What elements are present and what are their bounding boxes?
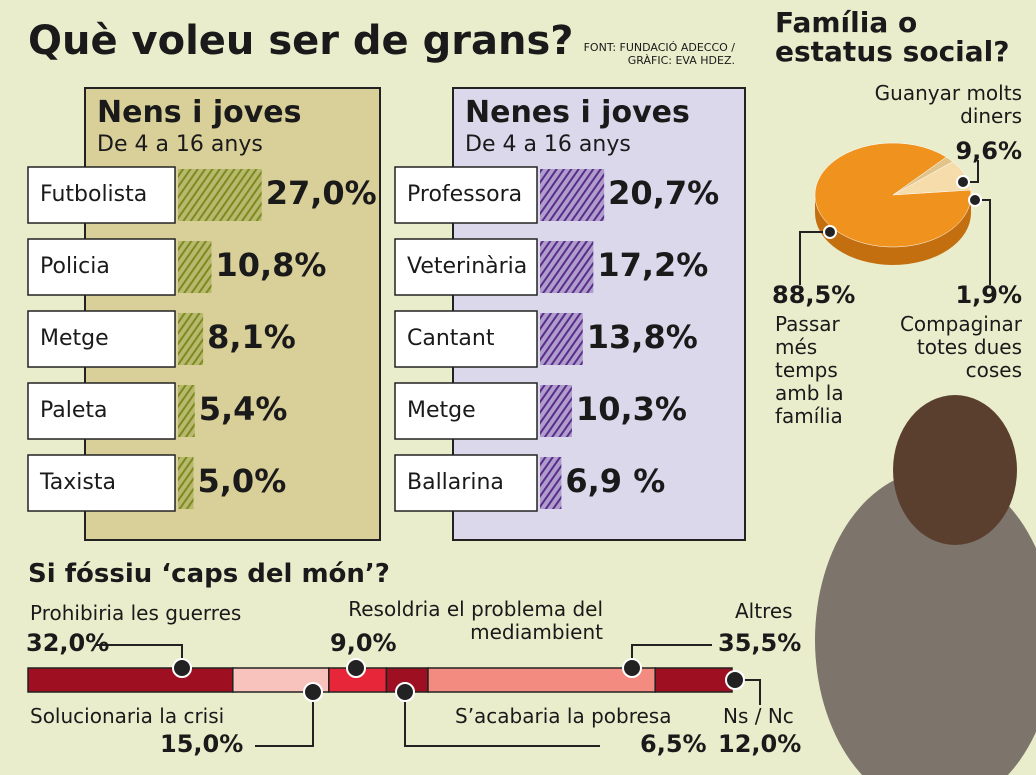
category-label: Taxista [40, 470, 116, 495]
stack-category: Ns / Nc [723, 704, 794, 728]
stack-category: Solucionaria la crisi [30, 704, 225, 728]
pie-value: 1,9% [955, 281, 1022, 309]
panel-subtitle: De 4 a 16 anys [465, 132, 631, 157]
pie-value: 9,6% [955, 137, 1022, 165]
value-label: 6,9 % [565, 462, 666, 500]
pie-title: Família o estatus social? [775, 6, 1010, 69]
pie-category: Passar més temps amb la família [775, 312, 844, 428]
stack-value: 32,0% [26, 629, 110, 657]
leader-line [255, 692, 314, 747]
pie-slice [814, 142, 972, 248]
label-box [394, 238, 538, 296]
panel-subtitle: De 4 a 16 anys [97, 132, 263, 157]
leader-dot [395, 682, 415, 702]
pie-slice [892, 156, 954, 196]
leader-line [975, 199, 991, 285]
category-label: Metge [40, 326, 109, 351]
page-title: Què voleu ser de grans? [28, 18, 574, 64]
leader-dot [622, 658, 642, 678]
bar [540, 169, 605, 221]
leader-line [404, 692, 600, 747]
label-box [27, 238, 176, 296]
bar [178, 313, 204, 365]
bar [540, 241, 594, 293]
photo-person [815, 470, 1036, 775]
leader-line [799, 231, 830, 285]
category-label: Metge [407, 398, 476, 423]
category-label: Professora [407, 182, 523, 207]
panel-title: Nens i joves [97, 95, 302, 130]
stack-value: 12,0% [718, 730, 802, 758]
leader-line [631, 644, 712, 668]
category-label: Paleta [40, 398, 108, 423]
stack-title: Si fóssiu ‘caps del món’? [28, 559, 390, 589]
label-box [27, 310, 176, 368]
leader-dot [172, 658, 192, 678]
value-label: 20,7% [608, 174, 720, 212]
source: FONT: FUNDACIÓ ADECCO / GRÀFIC: EVA HDEZ… [583, 41, 735, 67]
stack-value: 15,0% [160, 730, 244, 758]
label-box [394, 382, 538, 440]
label-box [27, 382, 176, 440]
panel-title: Nenes i joves [465, 95, 690, 130]
leader-dot [956, 175, 970, 189]
value-label: 13,8% [586, 318, 698, 356]
stack-value: 35,5% [718, 629, 802, 657]
leader-dot [725, 670, 745, 690]
pie-category: Guanyar molts diners [874, 81, 1022, 128]
label-box [27, 166, 176, 224]
bar [540, 385, 572, 437]
value-label: 5,0% [197, 462, 287, 500]
category-label: Ballarina [407, 470, 504, 495]
leader-dot [968, 193, 982, 207]
label-box [394, 310, 538, 368]
segment [654, 667, 733, 693]
value-label: 10,8% [215, 246, 327, 284]
leader-dot [346, 658, 366, 678]
stack-category: S’acabaria la pobresa [455, 704, 672, 728]
bar [540, 457, 562, 509]
value-label: 10,3% [575, 390, 687, 428]
stack-category: Resoldria el problema del mediambient [348, 597, 603, 644]
category-label: Cantant [407, 326, 495, 351]
label-box [394, 166, 538, 224]
bar [178, 457, 194, 509]
bar [178, 385, 195, 437]
value-label: 5,4% [198, 390, 288, 428]
label-box [394, 454, 538, 512]
category-label: Policia [40, 254, 110, 279]
leader-dot [823, 225, 837, 239]
stack-value: 9,0% [330, 629, 397, 657]
category-label: Futbolista [40, 182, 148, 207]
pie-value: 88,5% [772, 281, 856, 309]
category-label: Veterinària [407, 254, 528, 279]
value-label: 27,0% [265, 174, 377, 212]
pie-category: Compaginar totes dues coses [899, 312, 1022, 382]
bar [178, 169, 262, 221]
value-label: 17,2% [597, 246, 709, 284]
bar [178, 241, 212, 293]
label-box [27, 454, 176, 512]
leader-dot [303, 682, 323, 702]
bar [540, 313, 583, 365]
photo-head [893, 395, 1017, 545]
stack-value: 6,5% [640, 730, 707, 758]
stack-category: Prohibiria les guerres [30, 601, 242, 625]
segment [427, 667, 656, 693]
stack-category: Altres [735, 599, 793, 623]
segment [27, 667, 234, 693]
value-label: 8,1% [207, 318, 296, 356]
